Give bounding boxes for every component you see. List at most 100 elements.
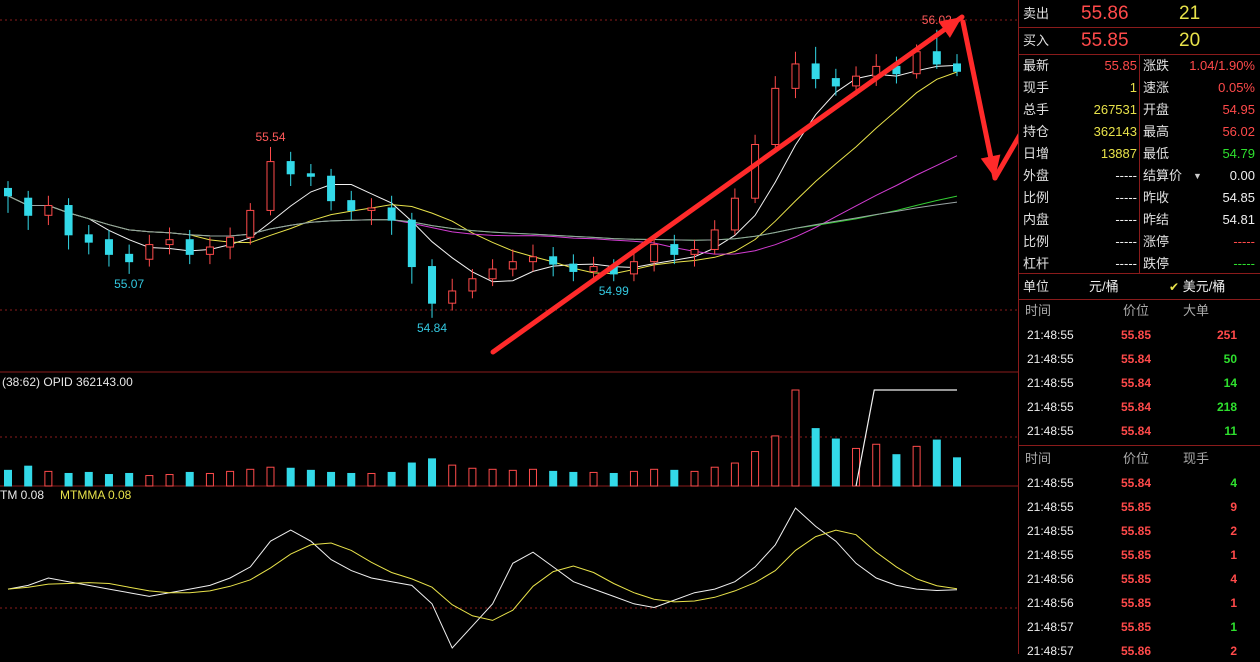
sell-row: 卖出 55.86 21 [1019, 0, 1260, 27]
stat-label: 最新 [1023, 58, 1050, 73]
stat-label: 速涨 [1143, 80, 1170, 95]
column-header: 现手 [1183, 451, 1210, 466]
buy-row: 买入 55.85 20 [1019, 28, 1260, 54]
row-time: 21:48:55 [1027, 400, 1074, 414]
column-header: 大单 [1183, 303, 1210, 318]
unit-checkbox[interactable]: ✔ 美元/桶 [1169, 276, 1225, 298]
table-row: 21:48:56 55.85 1 [1019, 592, 1260, 614]
volume-bar [831, 438, 840, 487]
volume-bar [811, 428, 820, 487]
candle [44, 205, 53, 216]
buy-label: 买入 [1023, 33, 1050, 48]
stat-value: 54.79 [1222, 146, 1255, 161]
row-time: 21:48:55 [1027, 500, 1074, 514]
volume-bar [528, 468, 537, 487]
candle [64, 205, 73, 236]
row-price: 55.84 [1121, 424, 1152, 438]
volume-bar [508, 469, 517, 487]
candle [569, 263, 578, 272]
row-price: 55.84 [1121, 400, 1152, 414]
candle [488, 268, 497, 280]
table-row: 21:48:55 55.84 4 [1019, 472, 1260, 494]
candle [165, 239, 174, 246]
stat-value: 56.02 [1222, 124, 1255, 139]
volume-bar [609, 472, 618, 487]
candle [549, 256, 558, 265]
volume-bar [306, 469, 315, 487]
stat-label: 跌停 [1143, 256, 1170, 271]
candle [629, 261, 638, 275]
stat-row: 持仓 362143 最高 56.02 [1019, 121, 1260, 143]
volume-bar [185, 471, 194, 487]
dropdown-arrow-icon[interactable]: ▼ [1193, 171, 1202, 181]
arrow-head-icon [980, 154, 1001, 178]
volume-bar [892, 454, 901, 487]
stat-label: 持仓 [1023, 124, 1050, 139]
candle [185, 239, 194, 255]
volume-bar [266, 466, 275, 487]
candle [771, 87, 780, 146]
stat-value: 1.04/1.90% [1189, 58, 1255, 73]
row-time: 21:48:55 [1027, 548, 1074, 562]
row-time: 21:48:55 [1027, 524, 1074, 538]
row-price: 55.86 [1121, 644, 1152, 658]
candle [387, 207, 396, 221]
candle [407, 219, 416, 268]
row-price: 55.85 [1121, 500, 1152, 514]
candle [650, 244, 659, 263]
buy-volume: 20 [1179, 30, 1201, 51]
volume-bar [872, 443, 881, 487]
volume-bar [145, 475, 154, 487]
unit-row: 单位 元/桶 ✔ 美元/桶 [1019, 276, 1260, 298]
row-price: 55.85 [1121, 572, 1152, 586]
row-price: 55.84 [1121, 352, 1152, 366]
stat-row: 比例 ----- 涨停 ----- [1019, 231, 1260, 253]
ma10-line [7, 71, 958, 275]
stat-row: 日增 13887 最低 54.79 [1019, 143, 1260, 165]
volume-bar [932, 439, 941, 487]
price-annotation: 54.99 [599, 284, 629, 298]
volume-bar [4, 469, 12, 487]
candle [912, 51, 921, 75]
volume-bar [690, 470, 699, 487]
candle [84, 234, 93, 243]
stat-value: 54.95 [1222, 102, 1255, 117]
stat-row: 杠杆 ----- 跌停 ----- [1019, 253, 1260, 275]
volume-bar [286, 467, 295, 487]
stat-row: 外盘 ----- 结算价 ▼ 0.00 [1019, 165, 1260, 187]
row-time: 21:48:56 [1027, 572, 1074, 586]
stat-label: 总手 [1023, 102, 1050, 117]
candle [953, 63, 961, 72]
volume-bar [953, 457, 961, 487]
row-time: 21:48:56 [1027, 596, 1074, 610]
volume-bar [549, 470, 558, 487]
mtmma-indicator-label: MTMMA 0.08 [60, 488, 132, 502]
row-time: 21:48:55 [1027, 328, 1074, 342]
table-row: 21:48:55 55.84 218 [1019, 396, 1260, 418]
sell-volume: 21 [1179, 3, 1201, 24]
candle [327, 175, 336, 202]
stat-label: 开盘 [1143, 102, 1170, 117]
volume-bar [407, 462, 416, 487]
volume-bar [64, 472, 73, 487]
row-price: 55.84 [1121, 476, 1152, 490]
price-annotation: 55.07 [114, 277, 144, 291]
row-price: 55.85 [1121, 548, 1152, 562]
row-price: 55.85 [1121, 328, 1152, 342]
stat-label: 昨收 [1143, 190, 1170, 205]
stat-value: ----- [1233, 256, 1255, 271]
volume-bar [205, 472, 214, 487]
arrow-head-icon [938, 17, 962, 38]
price-annotation: 55.54 [255, 130, 285, 144]
candle [246, 209, 255, 238]
volume-bar [589, 471, 598, 487]
candle [347, 200, 356, 211]
mtm-line [7, 507, 958, 649]
stat-value: 362143 [1093, 124, 1137, 139]
stat-label: 日增 [1023, 146, 1050, 161]
table-header: 时间 价位 大单 [1019, 300, 1260, 322]
row-volume: 2 [1230, 644, 1237, 658]
candle [932, 51, 941, 65]
row-volume: 1 [1230, 620, 1237, 634]
